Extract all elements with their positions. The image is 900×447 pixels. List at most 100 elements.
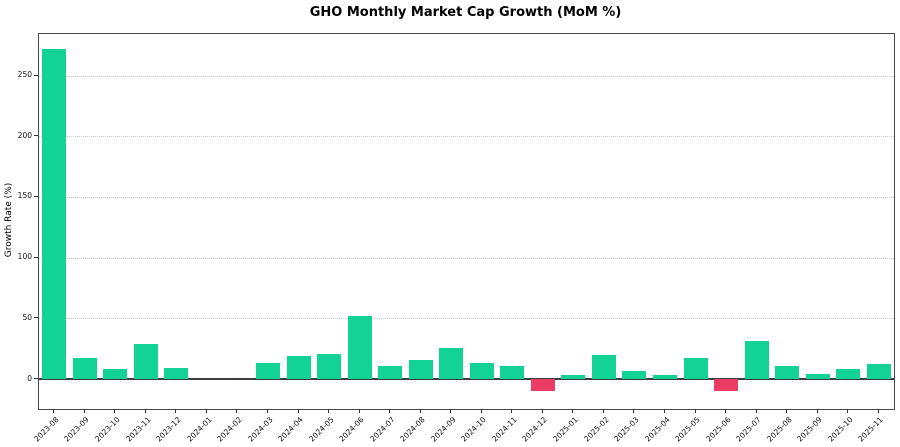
x-tick-label: 2025-03 bbox=[612, 415, 641, 444]
x-tick-label: 2024-08 bbox=[398, 415, 428, 444]
x-tick-label: 2025-08 bbox=[764, 415, 794, 444]
x-tick-label: 2023-09 bbox=[62, 415, 92, 444]
y-tick-mark bbox=[34, 195, 38, 197]
x-tick-mark bbox=[358, 409, 360, 413]
y-tick-label: 150 bbox=[17, 191, 32, 201]
y-tick-mark bbox=[34, 256, 38, 258]
x-tick-mark bbox=[694, 409, 696, 413]
x-tick-mark bbox=[572, 409, 574, 413]
x-tick-label: 2025-02 bbox=[581, 415, 611, 444]
bar-2025-01 bbox=[561, 375, 586, 380]
x-tick-mark bbox=[389, 409, 391, 413]
x-tick-label: 2024-04 bbox=[276, 415, 305, 444]
zero-line bbox=[39, 378, 894, 381]
x-tick-mark bbox=[633, 409, 635, 413]
gridline bbox=[39, 136, 894, 138]
x-tick-label: 2025-11 bbox=[856, 415, 886, 444]
bar-2025-06 bbox=[714, 379, 739, 391]
y-tick-mark bbox=[34, 74, 38, 76]
bar-2023-09 bbox=[72, 358, 97, 380]
bar-2025-08 bbox=[775, 365, 800, 380]
gridline bbox=[39, 75, 894, 77]
bar-2023-11 bbox=[133, 343, 158, 380]
x-tick-mark bbox=[83, 409, 85, 413]
x-tick-label: 2024-06 bbox=[337, 415, 366, 444]
x-tick-mark bbox=[663, 409, 665, 413]
y-tick-label: 200 bbox=[17, 130, 32, 140]
x-tick-label: 2023-11 bbox=[123, 415, 153, 444]
x-tick-label: 2023-10 bbox=[93, 415, 122, 444]
x-tick-label: 2024-12 bbox=[520, 415, 550, 444]
chart-title: GHO Monthly Market Cap Growth (MoM %) bbox=[309, 5, 622, 20]
x-tick-mark bbox=[602, 409, 604, 413]
gridline bbox=[39, 196, 894, 198]
x-tick-label: 2024-11 bbox=[490, 415, 519, 444]
bar-2025-09 bbox=[805, 374, 830, 380]
plot-area bbox=[38, 33, 895, 410]
x-tick-mark bbox=[755, 409, 757, 413]
bar-2025-05 bbox=[683, 358, 708, 380]
bar-2024-11 bbox=[500, 365, 525, 380]
bar-2025-02 bbox=[591, 354, 616, 380]
bar-2024-04 bbox=[286, 356, 311, 380]
x-tick-label: 2024-05 bbox=[306, 415, 336, 444]
bar-2025-04 bbox=[652, 374, 677, 380]
x-tick-mark bbox=[267, 409, 269, 413]
x-tick-label: 2025-04 bbox=[642, 415, 672, 444]
bar-2024-08 bbox=[408, 359, 433, 380]
bar-2025-11 bbox=[866, 363, 891, 380]
x-tick-label: 2024-01 bbox=[184, 415, 214, 444]
x-tick-label: 2025-01 bbox=[551, 415, 580, 444]
x-tick-mark bbox=[816, 409, 818, 413]
x-tick-mark bbox=[786, 409, 788, 413]
x-tick-label: 2024-03 bbox=[245, 415, 275, 444]
y-tick-label: 100 bbox=[17, 252, 32, 262]
bar-2023-12 bbox=[164, 368, 189, 380]
bar-2024-09 bbox=[439, 347, 464, 380]
y-tick-label: 250 bbox=[17, 70, 32, 80]
x-tick-label: 2024-07 bbox=[367, 415, 397, 444]
x-tick-label: 2025-06 bbox=[703, 415, 733, 444]
x-tick-mark bbox=[480, 409, 482, 413]
y-tick-label: 50 bbox=[22, 312, 32, 322]
x-tick-mark bbox=[877, 409, 879, 413]
bar-2025-07 bbox=[744, 341, 769, 380]
x-tick-mark bbox=[511, 409, 513, 413]
x-tick-mark bbox=[541, 409, 543, 413]
x-tick-mark bbox=[725, 409, 727, 413]
bar-2024-05 bbox=[317, 354, 342, 380]
x-tick-mark bbox=[419, 409, 421, 413]
y-tick-label: 0 bbox=[27, 373, 32, 383]
bar-2023-08 bbox=[42, 48, 67, 380]
x-tick-mark bbox=[205, 409, 207, 413]
bar-2024-03 bbox=[256, 363, 281, 380]
y-tick-mark bbox=[34, 378, 38, 380]
bar-2024-06 bbox=[347, 315, 372, 380]
x-tick-mark bbox=[144, 409, 146, 413]
x-tick-label: 2024-02 bbox=[215, 415, 244, 444]
bar-2023-10 bbox=[103, 369, 128, 380]
x-tick-mark bbox=[847, 409, 849, 413]
x-tick-label: 2025-05 bbox=[673, 415, 702, 444]
y-tick-mark bbox=[34, 317, 38, 319]
x-tick-mark bbox=[175, 409, 177, 413]
x-tick-mark bbox=[450, 409, 452, 413]
x-tick-label: 2025-09 bbox=[795, 415, 825, 444]
x-tick-mark bbox=[236, 409, 238, 413]
x-tick-label: 2025-10 bbox=[826, 415, 855, 444]
x-tick-label: 2023-08 bbox=[32, 415, 61, 444]
bar-2024-10 bbox=[469, 362, 494, 380]
x-tick-mark bbox=[114, 409, 116, 413]
x-tick-mark bbox=[297, 409, 299, 413]
x-tick-label: 2025-07 bbox=[734, 415, 763, 444]
x-tick-label: 2024-09 bbox=[429, 415, 458, 444]
bar-2025-10 bbox=[836, 369, 861, 380]
x-tick-label: 2024-10 bbox=[459, 415, 489, 444]
gridline bbox=[39, 257, 894, 259]
gridline bbox=[39, 318, 894, 320]
x-tick-mark bbox=[53, 409, 55, 413]
x-tick-mark bbox=[328, 409, 330, 413]
bar-2024-07 bbox=[378, 365, 403, 380]
bar-2025-03 bbox=[622, 370, 647, 380]
